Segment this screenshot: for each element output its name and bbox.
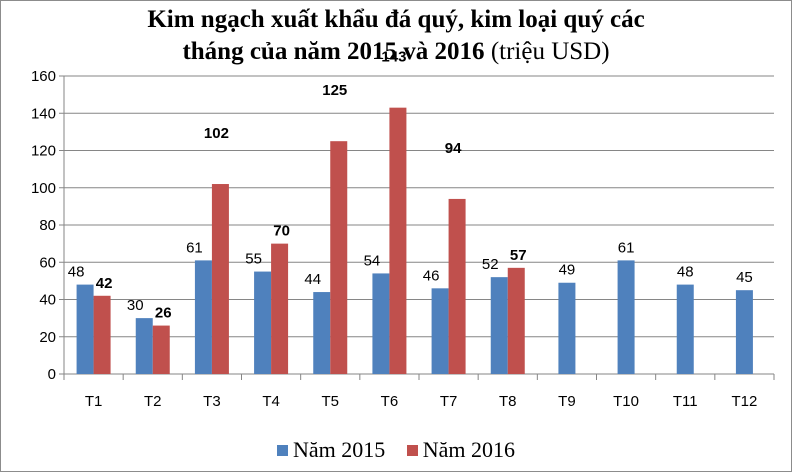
legend: Năm 2015 Năm 2016	[0, 437, 792, 463]
data-label-2015-T9: 49	[559, 262, 576, 279]
y-tick-label-40: 40	[39, 292, 56, 309]
x-tick-label-T9: T9	[558, 393, 576, 410]
y-tick-label-140: 140	[31, 105, 56, 122]
data-label-2015-T10: 61	[618, 239, 635, 256]
data-label-2015-T6: 54	[364, 252, 381, 269]
data-label-2015-T8: 52	[482, 256, 499, 273]
x-tick-label-T5: T5	[321, 393, 339, 410]
legend-swatch-2015	[276, 445, 288, 456]
y-tick-label-0: 0	[48, 366, 56, 383]
data-label-2015-T3: 61	[186, 239, 203, 256]
bar-2016-T8	[507, 267, 525, 374]
data-label-2016-T3: 102	[204, 125, 229, 142]
data-label-2015-T2: 30	[127, 297, 144, 314]
bar-2015-T9	[558, 282, 576, 374]
data-label-2016-T6: 143	[381, 49, 406, 66]
bar-2015-T10	[617, 260, 635, 374]
x-tick-label-T10: T10	[613, 393, 639, 410]
bar-2016-T4	[271, 243, 289, 374]
data-label-2015-T4: 55	[245, 251, 262, 268]
bar-2015-T3	[194, 260, 212, 374]
bar-2016-T7	[448, 198, 466, 374]
x-tick-label-T4: T4	[262, 393, 280, 410]
x-tick-label-T8: T8	[499, 393, 517, 410]
y-tick-label-100: 100	[31, 180, 56, 197]
data-label-2016-T1: 42	[96, 275, 113, 292]
data-label-2016-T2: 26	[155, 305, 172, 322]
chart-title: Kim ngạch xuất khẩu đá quý, kim loại quý…	[0, 4, 792, 68]
y-tick-label-80: 80	[39, 217, 56, 234]
y-tick-label-20: 20	[39, 329, 56, 346]
bar-2015-T6	[372, 273, 390, 374]
bar-2016-T5	[330, 141, 348, 374]
legend-label-2016: Năm 2016	[422, 437, 516, 462]
x-tick-label-T11: T11	[673, 393, 698, 410]
title-line-1: Kim ngạch xuất khẩu đá quý, kim loại quý…	[147, 6, 645, 33]
data-label-2015-T11: 48	[677, 264, 694, 281]
x-tick-label-T12: T12	[731, 393, 757, 410]
x-tick-label-T3: T3	[203, 393, 221, 410]
data-label-2016-T7: 94	[445, 140, 462, 157]
bar-2015-T8	[490, 277, 508, 374]
data-label-2016-T4: 70	[273, 223, 290, 240]
y-tick-label-160: 160	[31, 68, 56, 85]
x-tick-label-T2: T2	[144, 393, 162, 410]
x-tick-label-T7: T7	[440, 393, 458, 410]
bar-2015-T2	[135, 318, 153, 374]
x-tick-label-T6: T6	[381, 393, 399, 410]
data-label-2016-T5: 125	[322, 82, 347, 99]
y-tick-label-120: 120	[31, 143, 56, 160]
data-label-2015-T12: 45	[736, 269, 753, 286]
bar-2015-T12	[735, 290, 753, 374]
data-label-2015-T7: 46	[423, 267, 440, 284]
bar-2016-T6	[389, 107, 407, 374]
bar-2016-T3	[211, 184, 229, 374]
title-unit: (triệu USD)	[490, 38, 610, 65]
data-label-2015-T1: 48	[68, 264, 85, 281]
title-line-2: tháng của năm 2015 và 2016	[182, 38, 485, 65]
data-label-2015-T5: 44	[304, 271, 321, 288]
x-tick-label-T1: T1	[85, 393, 103, 410]
bar-2016-T2	[152, 325, 170, 374]
bar-2015-T1	[76, 284, 94, 374]
bar-2015-T4	[254, 271, 272, 374]
legend-item-2016: Năm 2016	[406, 437, 516, 463]
bar-2015-T5	[313, 292, 331, 374]
legend-swatch-2016	[406, 445, 418, 456]
bar-2016-T1	[93, 295, 111, 374]
data-label-2016-T8: 57	[510, 247, 527, 264]
legend-item-2015: Năm 2015	[276, 437, 386, 463]
y-tick-label-60: 60	[39, 254, 56, 271]
legend-label-2015: Năm 2015	[292, 437, 386, 462]
bar-2015-T7	[431, 288, 449, 374]
bar-2015-T11	[676, 284, 694, 374]
